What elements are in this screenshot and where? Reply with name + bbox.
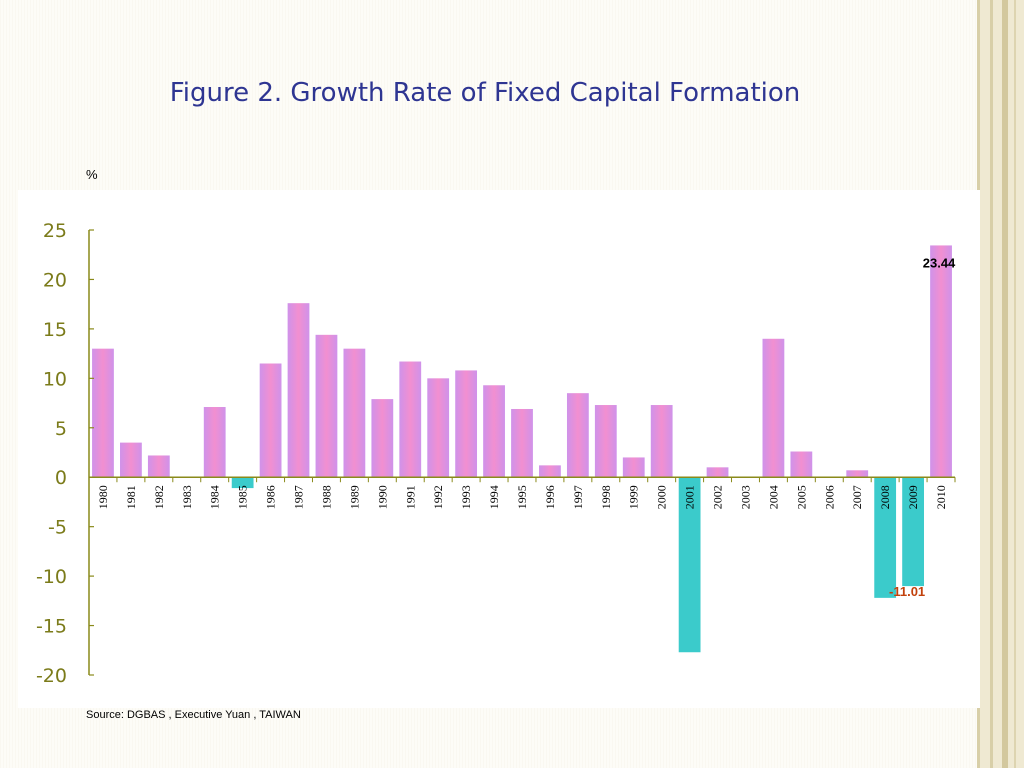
- x-tick-label-1992: 1992: [431, 485, 445, 509]
- y-axis-unit-label: %: [86, 167, 98, 182]
- x-tick-label-1996: 1996: [543, 485, 557, 509]
- bar-1992: [427, 378, 450, 478]
- bar-2009: [902, 477, 924, 587]
- x-tick-label-1988: 1988: [319, 485, 333, 509]
- x-tick-label-1982: 1982: [152, 485, 166, 509]
- x-tick-label-2010: 2010: [934, 485, 948, 509]
- y-tick-label: -10: [36, 566, 67, 588]
- bar-1999: [622, 457, 645, 478]
- bar-1988: [315, 334, 338, 478]
- x-tick-label-2002: 2002: [711, 485, 725, 509]
- x-tick-label-1987: 1987: [292, 485, 306, 509]
- bar-2010: [930, 245, 952, 478]
- x-tick-label-1991: 1991: [403, 485, 417, 509]
- x-tick-label-2007: 2007: [850, 485, 864, 509]
- y-tick-label: 15: [43, 319, 67, 341]
- bar-1996: [539, 465, 561, 478]
- bar-1985: [231, 477, 254, 489]
- bar-1997: [566, 393, 589, 478]
- bar-1989: [343, 348, 366, 478]
- chart-plot-area: 25 20 15 10 5 0 -5 -10 -15 -20 1980 1981 1982 1983 198…: [18, 190, 980, 708]
- bar-chart: 25 20 15 10 5 0 -5 -10 -15 -20 1980 1981 1982 1983 198…: [36, 220, 956, 687]
- y-tick-label: 20: [43, 269, 67, 291]
- bar-1998: [594, 405, 617, 478]
- chart-title: Figure 2. Growth Rate of Fixed Capital F…: [169, 78, 801, 108]
- bar-2004: [762, 338, 785, 478]
- x-tick-label-2009: 2009: [906, 485, 920, 509]
- x-tick-label-2003: 2003: [738, 485, 752, 509]
- x-tick-label-1989: 1989: [347, 485, 361, 509]
- x-tick-label-1980: 1980: [96, 485, 110, 509]
- x-tick-label-1999: 1999: [627, 485, 641, 509]
- source-note: Source: DGBAS , Executive Yuan , TAIWAN: [86, 709, 301, 721]
- y-tick-label: -15: [36, 616, 67, 638]
- bar-1991: [399, 361, 422, 478]
- bar-1994: [483, 385, 505, 478]
- bar-1995: [511, 408, 533, 478]
- x-tick-label-2001: 2001: [683, 485, 697, 509]
- x-tick-label-2006: 2006: [822, 485, 836, 509]
- y-tick-label: 25: [43, 220, 67, 242]
- bar-2005: [790, 451, 813, 478]
- data-label-2009: -11.01: [889, 584, 925, 599]
- y-tick-label: 10: [43, 368, 67, 390]
- bar-1990: [371, 399, 394, 478]
- data-label-2010: 23.44: [923, 255, 956, 270]
- y-tick-label: -5: [48, 517, 67, 539]
- slide-right-border: [977, 0, 1024, 768]
- x-tick-label-1994: 1994: [487, 485, 501, 509]
- x-tick-label-2008: 2008: [878, 485, 892, 509]
- bar-1980: [92, 348, 114, 478]
- bar-2001: [678, 477, 701, 653]
- bar-1984: [203, 407, 226, 478]
- y-tick-label: 0: [55, 467, 67, 489]
- y-tick-label: -20: [36, 665, 67, 687]
- bar-1986: [259, 363, 282, 478]
- x-tick-label-1993: 1993: [459, 485, 473, 509]
- x-tick-label-1997: 1997: [571, 485, 585, 509]
- bar-1993: [455, 370, 478, 478]
- x-tick-label-1990: 1990: [375, 485, 389, 509]
- x-tick-label-1981: 1981: [124, 485, 138, 509]
- bar-1987: [287, 303, 310, 478]
- x-tick-label-1995: 1995: [515, 485, 529, 509]
- x-tick-label-2000: 2000: [655, 485, 669, 509]
- bar-2007: [846, 470, 869, 478]
- x-tick-label-2004: 2004: [766, 485, 780, 509]
- bar-2002: [706, 467, 729, 478]
- bar-2008: [874, 477, 897, 598]
- bar-2000: [650, 405, 673, 478]
- y-tick-label: 5: [55, 418, 67, 440]
- bar-1981: [120, 442, 142, 478]
- bar-1982: [147, 455, 170, 478]
- x-tick-label-1983: 1983: [180, 485, 194, 509]
- x-tick-label-1984: 1984: [208, 485, 222, 509]
- x-tick-label-1985: 1985: [236, 485, 250, 509]
- x-tick-label-2005: 2005: [794, 485, 808, 509]
- x-tick-label-1986: 1986: [264, 485, 278, 509]
- x-tick-label-1998: 1998: [599, 485, 613, 509]
